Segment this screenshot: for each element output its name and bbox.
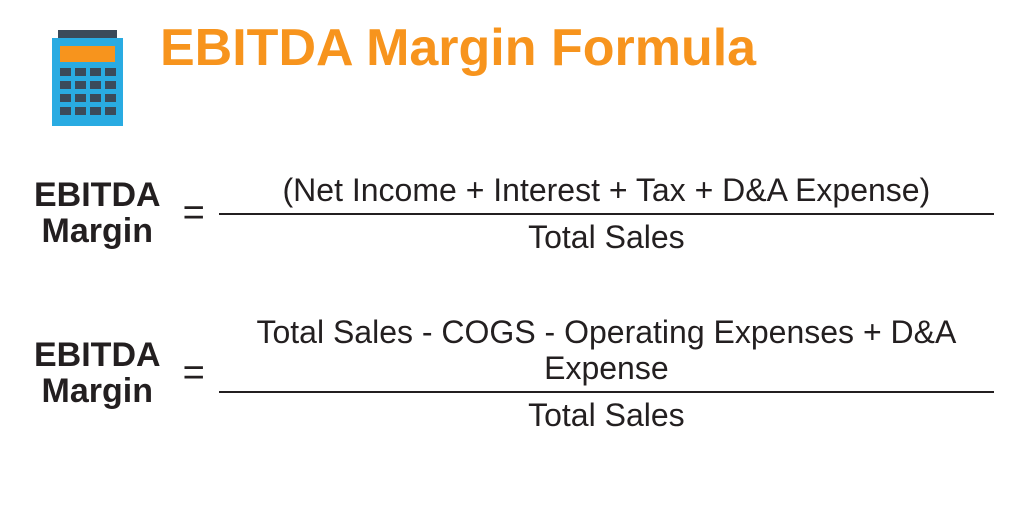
formula-2: EBITDA Margin = Total Sales - COGS - Ope… — [30, 310, 994, 438]
lhs-line: EBITDA — [34, 338, 161, 374]
calculator-icon — [50, 28, 125, 128]
lhs-line: EBITDA — [34, 178, 161, 214]
formula-1-denominator: Total Sales — [518, 215, 695, 260]
formula-2-numerator: Total Sales - COGS - Operating Expenses … — [219, 310, 994, 392]
page-title: EBITDA Margin Formula — [160, 20, 756, 77]
formula-1-lhs: EBITDA Margin — [30, 178, 169, 249]
formula-2-lhs: EBITDA Margin — [30, 338, 169, 409]
formula-1: EBITDA Margin = (Net Income + Interest +… — [30, 168, 994, 260]
formula-2-fraction: Total Sales - COGS - Operating Expenses … — [219, 310, 994, 438]
calc-top-bar — [58, 30, 117, 38]
equals-sign: = — [169, 352, 219, 395]
calc-screen — [60, 46, 115, 62]
lhs-line: Margin — [34, 374, 161, 410]
formulas-area: EBITDA Margin = (Net Income + Interest +… — [0, 128, 1024, 438]
formula-1-numerator: (Net Income + Interest + Tax + D&A Expen… — [273, 168, 941, 213]
formula-2-denominator: Total Sales — [518, 393, 695, 438]
formula-1-fraction: (Net Income + Interest + Tax + D&A Expen… — [219, 168, 994, 260]
lhs-line: Margin — [34, 214, 161, 250]
equals-sign: = — [169, 192, 219, 235]
